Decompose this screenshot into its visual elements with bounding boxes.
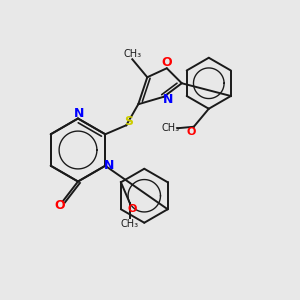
Text: N: N: [163, 93, 173, 106]
Text: N: N: [74, 106, 85, 120]
Text: CH₃: CH₃: [123, 49, 141, 59]
Text: N: N: [104, 159, 114, 172]
Text: O: O: [161, 56, 172, 69]
Text: O: O: [55, 199, 65, 212]
Text: O: O: [128, 204, 137, 214]
Text: O: O: [187, 127, 196, 137]
Text: CH₃: CH₃: [162, 123, 180, 133]
Text: CH₃: CH₃: [121, 219, 139, 229]
Text: S: S: [124, 115, 133, 128]
